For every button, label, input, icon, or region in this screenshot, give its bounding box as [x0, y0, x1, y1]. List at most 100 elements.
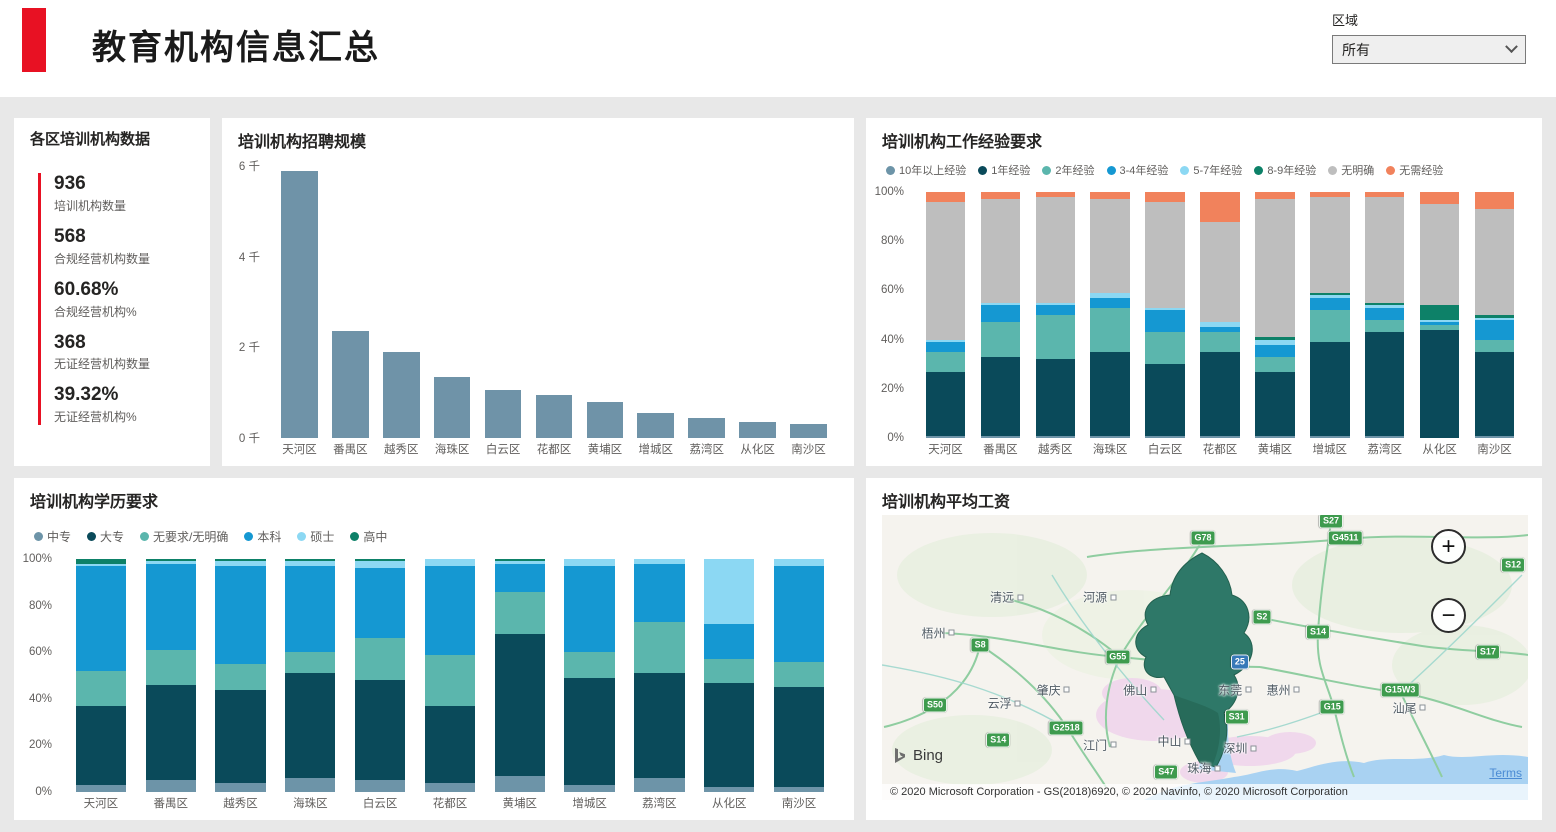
bar-segment[interactable]: [1419, 322, 1460, 325]
bar-segment[interactable]: [355, 568, 406, 639]
bar-segment[interactable]: [285, 673, 336, 779]
bar[interactable]: [382, 351, 420, 438]
bar-segment[interactable]: [564, 559, 615, 567]
bar[interactable]: [1035, 192, 1076, 438]
bar-segment[interactable]: [925, 371, 966, 436]
bar-segment[interactable]: [925, 339, 966, 343]
bar-segment[interactable]: [1310, 295, 1350, 298]
bar-segment[interactable]: [1474, 315, 1515, 318]
bar-segment[interactable]: [1419, 192, 1460, 205]
bar-segment[interactable]: [980, 302, 1021, 306]
bar-segment[interactable]: [75, 566, 127, 671]
bar[interactable]: [75, 559, 127, 792]
bar-segment[interactable]: [355, 561, 406, 569]
bar-segment[interactable]: [1145, 435, 1185, 438]
bar-segment[interactable]: [1255, 199, 1295, 338]
bar[interactable]: [332, 331, 369, 438]
bar-segment[interactable]: [494, 775, 545, 792]
bar-segment[interactable]: [1145, 332, 1185, 365]
bar-segment[interactable]: [980, 322, 1021, 357]
bar-segment[interactable]: [634, 563, 685, 622]
bar-segment[interactable]: [1035, 435, 1076, 438]
bar-segment[interactable]: [1200, 435, 1240, 438]
bar-segment[interactable]: [1474, 435, 1515, 438]
bar-segment[interactable]: [773, 687, 825, 788]
bar-segment[interactable]: [1310, 192, 1350, 197]
bar-segment[interactable]: [1035, 315, 1076, 360]
bar-segment[interactable]: [215, 782, 266, 792]
bar-segment[interactable]: [1145, 307, 1185, 311]
bar-segment[interactable]: [145, 780, 196, 792]
legend-item[interactable]: 无明确: [1328, 162, 1374, 178]
bar-segment[interactable]: [980, 356, 1021, 436]
bar-segment[interactable]: [1310, 310, 1350, 343]
bar-segment[interactable]: [773, 566, 825, 662]
bar-segment[interactable]: [424, 654, 476, 706]
bar-segment[interactable]: [773, 661, 825, 688]
bar[interactable]: [790, 424, 827, 438]
bar-segment[interactable]: [75, 705, 127, 786]
zoom-in-button[interactable]: +: [1431, 529, 1466, 564]
bar-segment[interactable]: [75, 670, 127, 706]
bar-segment[interactable]: [1200, 221, 1240, 323]
bar-segment[interactable]: [1090, 199, 1130, 293]
bar-segment[interactable]: [1035, 192, 1076, 197]
bar-segment[interactable]: [494, 591, 545, 634]
bar[interactable]: [145, 559, 196, 792]
bar-segment[interactable]: [75, 563, 127, 567]
bar-segment[interactable]: [1090, 307, 1130, 352]
bar-segment[interactable]: [1310, 342, 1350, 436]
bar-segment[interactable]: [564, 677, 615, 786]
bar-segment[interactable]: [1255, 344, 1295, 357]
legend-item[interactable]: 中专: [34, 528, 71, 545]
bar-segment[interactable]: [145, 649, 196, 685]
bar[interactable]: [281, 170, 318, 438]
bar-segment[interactable]: [424, 566, 476, 655]
bar-segment[interactable]: [494, 633, 545, 776]
region-dropdown[interactable]: 所有: [1332, 35, 1526, 64]
bar-segment[interactable]: [145, 684, 196, 781]
bar[interactable]: [424, 559, 476, 792]
bar-segment[interactable]: [1145, 364, 1185, 436]
bar-segment[interactable]: [1145, 192, 1185, 202]
bar[interactable]: [586, 401, 624, 438]
bar-segment[interactable]: [1310, 297, 1350, 311]
bar-segment[interactable]: [494, 559, 545, 562]
bar-segment[interactable]: [1035, 359, 1076, 436]
zoom-out-button[interactable]: −: [1431, 598, 1466, 633]
bar-segment[interactable]: [1474, 351, 1515, 436]
bar-segment[interactable]: [1474, 319, 1515, 340]
bar-segment[interactable]: [355, 638, 406, 681]
bar-segment[interactable]: [925, 351, 966, 372]
bar-segment[interactable]: [285, 566, 336, 653]
bar-segment[interactable]: [494, 563, 545, 592]
bar-segment[interactable]: [1364, 305, 1405, 308]
bar-segment[interactable]: [773, 559, 825, 567]
bar[interactable]: [773, 559, 825, 792]
bar[interactable]: [1200, 192, 1240, 438]
bar-segment[interactable]: [355, 780, 406, 792]
bar-segment[interactable]: [925, 201, 966, 340]
bar-segment[interactable]: [75, 785, 127, 792]
bar-segment[interactable]: [1364, 307, 1405, 320]
bar[interactable]: [1474, 192, 1515, 438]
bar-segment[interactable]: [1310, 292, 1350, 296]
bar-segment[interactable]: [925, 342, 966, 352]
bar-segment[interactable]: [1200, 351, 1240, 436]
bar-segment[interactable]: [215, 559, 266, 562]
bar-segment[interactable]: [634, 673, 685, 779]
bar-segment[interactable]: [1419, 319, 1460, 323]
bar-segment[interactable]: [1474, 339, 1515, 352]
bar[interactable]: [1310, 192, 1350, 438]
bar-segment[interactable]: [1145, 201, 1185, 308]
bar-segment[interactable]: [1200, 332, 1240, 352]
bar-segment[interactable]: [634, 778, 685, 792]
bar-segment[interactable]: [1090, 351, 1130, 436]
bar-segment[interactable]: [704, 559, 755, 625]
bar-segment[interactable]: [1364, 319, 1405, 333]
bar[interactable]: [688, 417, 726, 438]
bar-segment[interactable]: [1255, 435, 1295, 438]
bar-segment[interactable]: [1035, 305, 1076, 316]
bar-segment[interactable]: [424, 559, 476, 567]
legend-item[interactable]: 高中: [350, 528, 387, 545]
